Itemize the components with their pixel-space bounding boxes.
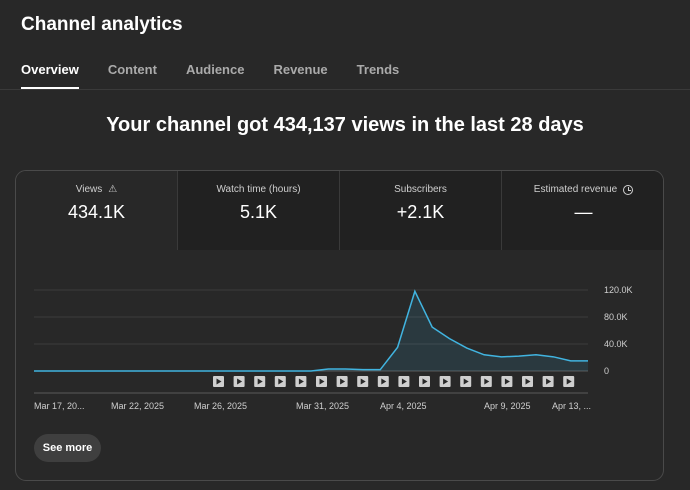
tab-content[interactable]: Content bbox=[107, 62, 157, 77]
metric-revenue-label-row: Estimated revenue bbox=[502, 184, 663, 195]
metric-label: Views bbox=[75, 184, 103, 195]
tab-revenue[interactable]: Revenue bbox=[273, 62, 328, 77]
play-icon bbox=[525, 378, 531, 385]
play-icon bbox=[237, 378, 243, 385]
tabs-divider bbox=[0, 89, 690, 90]
play-icon bbox=[546, 378, 552, 385]
metric-value: +2.1K bbox=[396, 202, 445, 222]
metric-views[interactable]: Views ⚠ 434.1K bbox=[16, 171, 178, 250]
see-more-button[interactable]: See more bbox=[34, 434, 101, 462]
x-tick-label: Apr 4, 2025 bbox=[380, 401, 427, 411]
play-icon bbox=[216, 378, 222, 385]
metric-subscribers[interactable]: Subscribers +2.1K bbox=[340, 171, 502, 250]
tab-bar: Overview Content Audience Revenue Trends bbox=[21, 62, 428, 89]
play-icon bbox=[360, 378, 366, 385]
play-icon bbox=[401, 378, 407, 385]
metric-label: Estimated revenue bbox=[533, 184, 618, 195]
play-icon bbox=[463, 378, 469, 385]
headline: Your channel got 434,137 views in the la… bbox=[106, 114, 584, 136]
x-tick-label: Apr 13, ... bbox=[552, 401, 591, 411]
metric-tabs: Views ⚠ 434.1K Watch time (hours) 5.1K S… bbox=[16, 171, 663, 250]
y-tick-label: 0 bbox=[604, 366, 609, 376]
chart-area-fill bbox=[34, 291, 588, 371]
tab-overview[interactable]: Overview bbox=[21, 62, 79, 89]
metric-label: Watch time (hours) bbox=[216, 184, 301, 195]
play-icon bbox=[257, 378, 263, 385]
page-title: Channel analytics bbox=[21, 14, 183, 35]
play-icon bbox=[298, 378, 304, 385]
play-icon bbox=[566, 378, 572, 385]
tab-trends[interactable]: Trends bbox=[356, 62, 400, 77]
metric-views-label-row: Views ⚠ bbox=[16, 184, 177, 195]
play-icon bbox=[443, 378, 449, 385]
y-tick-label: 40.0K bbox=[604, 339, 628, 349]
x-tick-label: Mar 22, 2025 bbox=[111, 401, 164, 411]
x-tick-label: Apr 9, 2025 bbox=[484, 401, 531, 411]
y-tick-label: 80.0K bbox=[604, 312, 628, 322]
metric-value: — bbox=[574, 202, 593, 222]
clock-icon[interactable] bbox=[623, 184, 634, 195]
metric-estimated-revenue[interactable]: Estimated revenue — bbox=[502, 171, 663, 250]
play-icon bbox=[278, 378, 284, 385]
chart-svg: 120.0K 80.0K 40.0K 0 Mar 17, 20... Mar 22, 20… bbox=[34, 285, 633, 411]
play-icon bbox=[484, 378, 490, 385]
metric-value: 5.1K bbox=[239, 202, 278, 222]
play-icon bbox=[381, 378, 387, 385]
metric-watch-time[interactable]: Watch time (hours) 5.1K bbox=[178, 171, 340, 250]
x-tick-label: Mar 31, 2025 bbox=[296, 401, 349, 411]
warning-icon[interactable]: ⚠ bbox=[108, 183, 118, 195]
x-tick-label: Mar 26, 2025 bbox=[194, 401, 247, 411]
play-icon bbox=[422, 378, 428, 385]
views-chart: 120.0K 80.0K 40.0K 0 Mar 17, 20... Mar 22, 20… bbox=[16, 250, 663, 480]
metric-value: 434.1K bbox=[67, 202, 126, 222]
metric-label: Subscribers bbox=[394, 184, 447, 195]
tab-audience[interactable]: Audience bbox=[185, 62, 245, 77]
y-tick-label: 120.0K bbox=[604, 285, 633, 295]
chart-line bbox=[34, 289, 588, 372]
x-tick-label: Mar 17, 20... bbox=[34, 401, 85, 411]
analytics-card: Views ⚠ 434.1K Watch time (hours) 5.1K S… bbox=[15, 170, 664, 481]
play-icon bbox=[504, 378, 510, 385]
play-icon bbox=[340, 378, 346, 385]
play-icon bbox=[319, 378, 325, 385]
